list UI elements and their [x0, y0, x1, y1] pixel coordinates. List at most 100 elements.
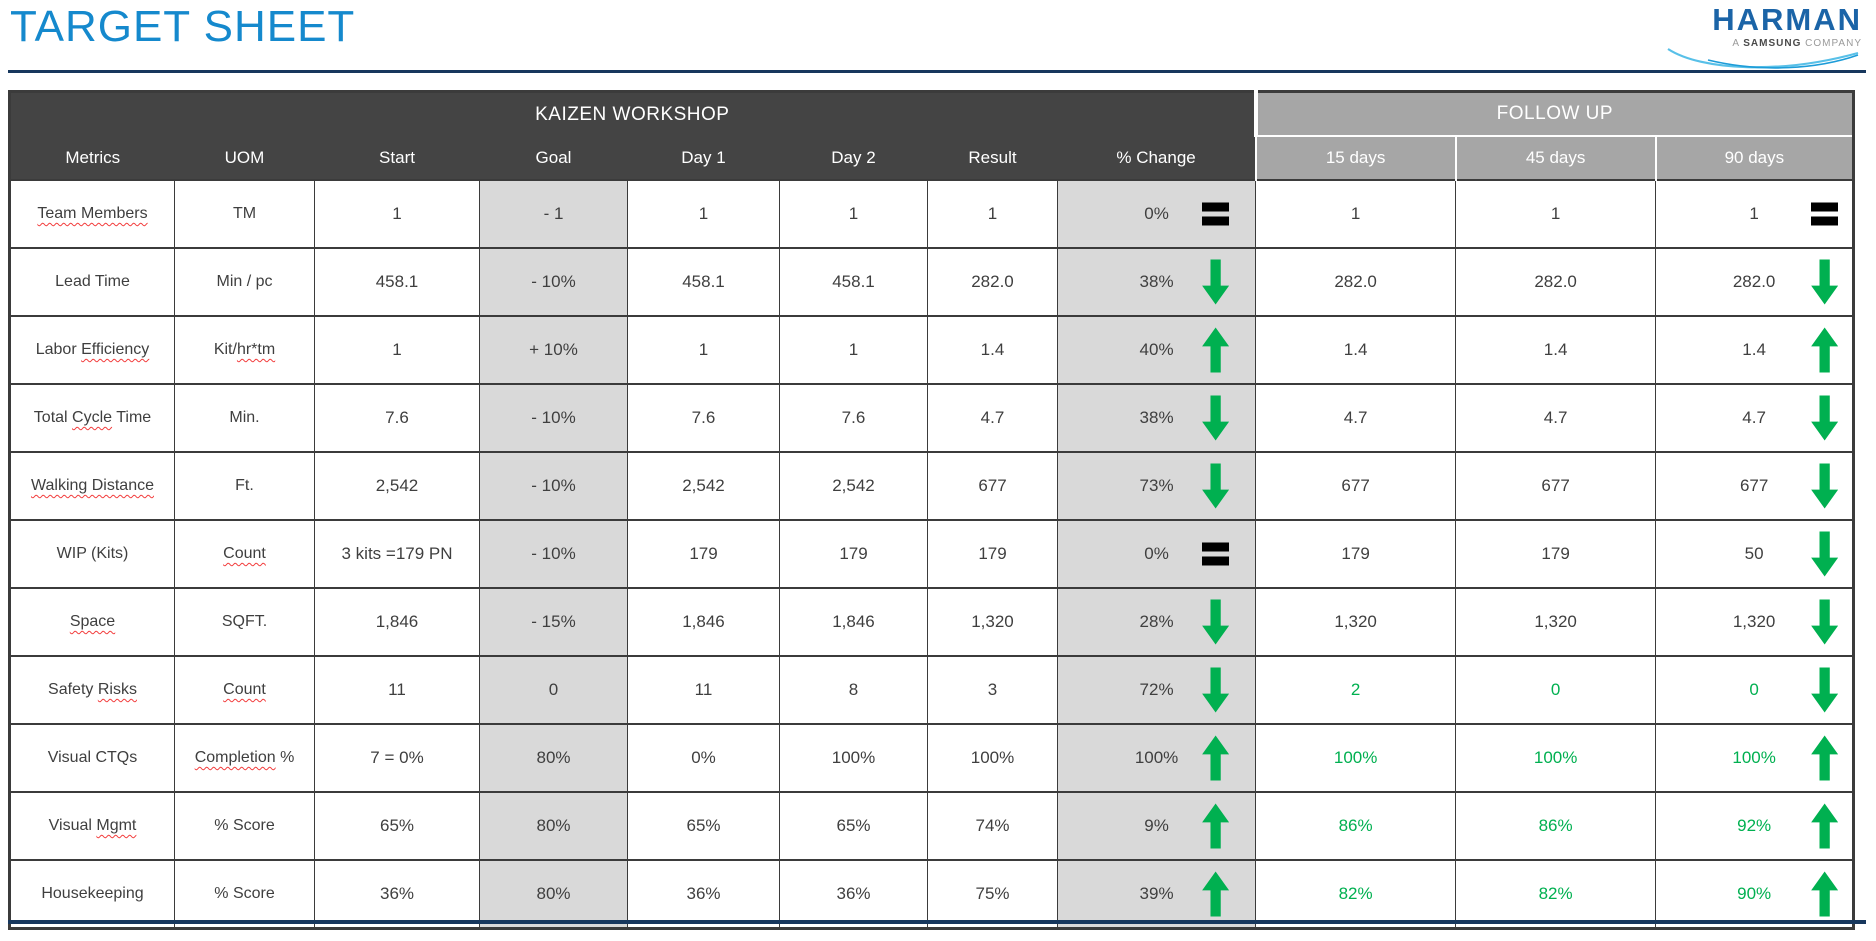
arrow-up-icon: [1811, 327, 1839, 373]
arrow-up-icon: [1202, 327, 1230, 373]
label-text: Labor: [35, 341, 82, 358]
arrow-up-icon: [1811, 803, 1839, 849]
percent-change-value: 0%: [1144, 544, 1169, 563]
day2-cell: 65%: [779, 791, 928, 861]
percent-change-cell: 72%: [1056, 655, 1257, 725]
start-cell: 1: [314, 179, 480, 249]
group-header-row: KAIZEN WORKSHOP FOLLOW UP: [9, 91, 1854, 137]
goal-cell: - 10%: [479, 451, 628, 521]
misspelled-text: Count: [223, 681, 266, 698]
equal-icon: [1202, 542, 1230, 566]
arrow-down-icon: [1202, 667, 1230, 713]
metric-cell: Walking Distance: [9, 451, 175, 521]
samsung-tagline: A SAMSUNG COMPANY: [1642, 38, 1862, 49]
label-text: Housekeeping: [41, 885, 144, 902]
column-header-goal: Goal: [479, 136, 628, 180]
goal-cell: - 10%: [479, 247, 628, 317]
followup-45-cell: 179: [1455, 519, 1657, 589]
misspelled-text: Cycle: [72, 409, 113, 426]
label-text: Kit/: [213, 341, 237, 358]
arrow-down-icon: [1811, 531, 1839, 577]
table-row: Walking Distance Ft. 2,542- 10% 2,542 2,542 6…: [9, 451, 1855, 521]
day2-cell: 1: [779, 179, 928, 249]
result-cell: 75%: [927, 859, 1058, 930]
followup-90-cell: 1: [1655, 179, 1855, 249]
table-row: WIP (Kits) Count 3 kits =179 PN - 10% 179 179…: [9, 519, 1855, 589]
arrow-up-icon: [1811, 735, 1839, 781]
day1-cell: 458.1: [627, 247, 780, 317]
day2-cell: 2,542: [779, 451, 928, 521]
followup-45-cell: 677: [1455, 451, 1657, 521]
tagline-brand: SAMSUNG: [1743, 38, 1802, 49]
percent-change-value: 38%: [1139, 408, 1174, 427]
table-row: Lead Time Min / pc 458.1- 10% 458.1 458.1 282…: [9, 247, 1855, 317]
uom-cell: SQFT.: [174, 587, 315, 657]
followup-90-value: 1.4: [1742, 340, 1766, 359]
followup-15-cell: 2: [1255, 655, 1457, 725]
result-cell: 1.4: [927, 315, 1058, 385]
arrow-down-icon: [1811, 667, 1839, 713]
start-cell: 7 = 0%: [314, 723, 480, 793]
day1-cell: 2,542: [627, 451, 780, 521]
goal-cell: - 10%: [479, 519, 628, 589]
followup-15-cell: 282.0: [1255, 247, 1457, 317]
day2-cell: 458.1: [779, 247, 928, 317]
column-header-45-days: 45 days: [1454, 136, 1656, 180]
metric-cell: WIP (Kits): [9, 519, 175, 589]
label-text: %: [275, 749, 295, 766]
table-row: Space SQFT. 1,846- 15% 1,846 1,846 1,320 28% 1,…: [9, 587, 1855, 657]
column-header-day-1: Day 1: [627, 136, 780, 180]
percent-change-cell: 100%: [1056, 723, 1257, 793]
followup-90-value: 677: [1739, 476, 1769, 495]
followup-90-value: 90%: [1737, 884, 1772, 903]
equal-icon: [1811, 202, 1839, 226]
column-header-result: Result: [927, 136, 1058, 180]
tagline-prefix: A: [1732, 38, 1744, 49]
followup-45-cell: 82%: [1455, 859, 1657, 930]
followup-90-cell: 282.0: [1655, 247, 1855, 317]
column-header-day-2: Day 2: [779, 136, 928, 180]
label-text: % Score: [214, 817, 275, 834]
metric-cell: Housekeeping: [9, 859, 175, 930]
day1-cell: 36%: [627, 859, 780, 930]
logo-swoosh-icon: [1667, 48, 1859, 69]
metric-cell: Team Members: [9, 179, 175, 249]
percent-change-cell: 40%: [1056, 315, 1257, 385]
label-text: Min / pc: [216, 273, 273, 290]
followup-15-cell: 1,320: [1255, 587, 1457, 657]
table-row: Housekeeping% Score 36% 80% 36% 36% 75% 39% 82%…: [9, 859, 1855, 930]
start-cell: 458.1: [314, 247, 480, 317]
percent-change-value: 9%: [1144, 816, 1169, 835]
page-title: TARGET SHEET: [10, 2, 356, 51]
misspelled-text: Mgmt: [96, 817, 137, 834]
misspelled-text: Space: [69, 613, 116, 630]
followup-90-cell: 4.7: [1655, 383, 1855, 453]
percent-change-cell: 38%: [1056, 247, 1257, 317]
metric-cell: Visual Mgmt: [9, 791, 175, 861]
result-cell: 179: [927, 519, 1058, 589]
label-text: Safety: [48, 681, 98, 698]
goal-cell: - 10%: [479, 383, 628, 453]
day1-cell: 1: [627, 315, 780, 385]
followup-15-cell: 1.4: [1255, 315, 1457, 385]
metric-cell: Lead Time: [9, 247, 175, 317]
metric-cell: Space: [9, 587, 175, 657]
misspelled-text: Count: [223, 545, 266, 562]
uom-cell: % Score: [174, 859, 315, 930]
followup-15-cell: 4.7: [1255, 383, 1457, 453]
arrow-down-icon: [1202, 395, 1230, 441]
misspelled-text: Efficiency: [81, 341, 150, 358]
followup-90-cell: 50: [1655, 519, 1855, 589]
percent-change-value: 73%: [1139, 476, 1174, 495]
table-row: Visual CTQs Completion % 7 = 0% 80% 0% 100% 10…: [9, 723, 1855, 793]
followup-90-value: 50: [1744, 544, 1764, 563]
result-cell: 1: [927, 179, 1058, 249]
metric-cell: Total Cycle Time: [9, 383, 175, 453]
goal-cell: - 1: [479, 179, 628, 249]
label-text: Min.: [229, 409, 260, 426]
followup-45-cell: 1.4: [1455, 315, 1657, 385]
uom-cell: TM: [174, 179, 315, 249]
equal-icon: [1202, 202, 1230, 226]
uom-cell: Min / pc: [174, 247, 315, 317]
day2-cell: 7.6: [779, 383, 928, 453]
